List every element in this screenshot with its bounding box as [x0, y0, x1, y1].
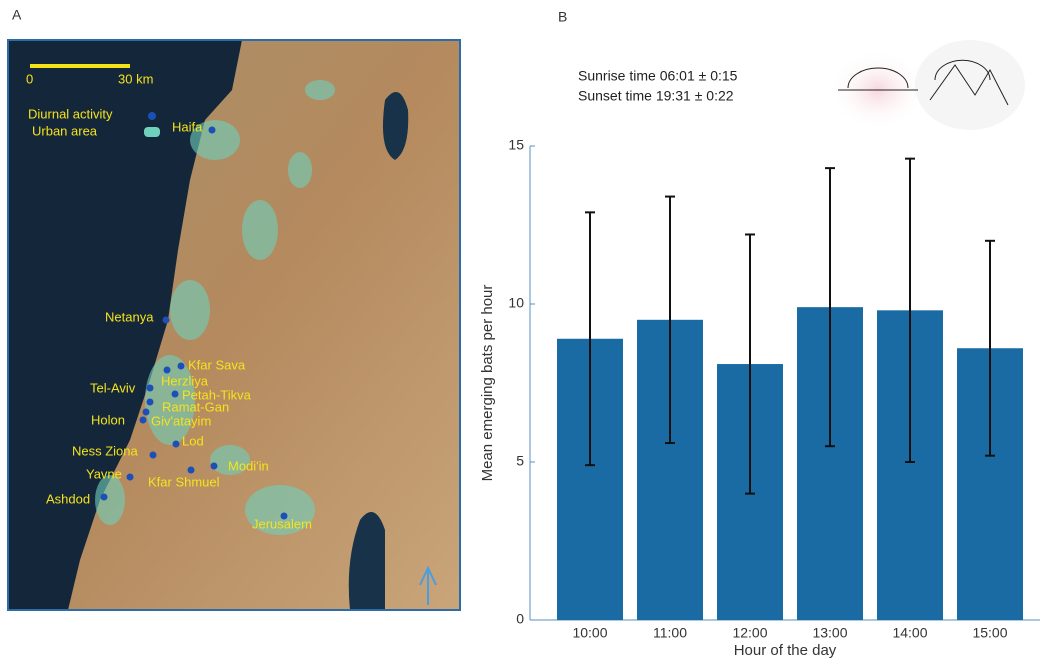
- city-label: Holon: [91, 412, 125, 427]
- x-tick-label: 14:00: [892, 625, 927, 641]
- scale-label: 0: [26, 71, 33, 86]
- y-tick-label: 15: [508, 137, 524, 153]
- panel-label: A: [12, 7, 22, 23]
- legend-urban: [144, 127, 160, 137]
- city-label: Lod: [182, 433, 204, 448]
- city-label: Ashdod: [46, 491, 90, 506]
- legend-label: Diurnal activity: [28, 106, 113, 121]
- city-dot: [140, 417, 147, 424]
- city-dot: [172, 391, 179, 398]
- city-dot: [147, 385, 154, 392]
- city-label: Kfar Sava: [188, 357, 246, 372]
- city-label: Ramat-Gan: [162, 399, 229, 414]
- city-dot: [209, 127, 216, 134]
- x-tick-label: 15:00: [972, 625, 1007, 641]
- city-label: Ness Ziona: [72, 443, 139, 458]
- city-dot: [178, 363, 185, 370]
- y-tick-label: 5: [516, 453, 524, 469]
- city-label: Kfar Shmuel: [148, 474, 220, 489]
- city-dot: [163, 317, 170, 324]
- city-dot: [147, 399, 154, 406]
- x-tick-label: 10:00: [572, 625, 607, 641]
- city-label: Haifa: [172, 119, 203, 134]
- legend-label: Urban area: [32, 123, 98, 138]
- city-dot: [173, 441, 180, 448]
- city-dot: [188, 467, 195, 474]
- city-label: Modi'in: [228, 458, 269, 473]
- city-label: Tel-Aviv: [90, 380, 136, 395]
- map: 0 30 km Diurnal activity Urban area: [8, 40, 460, 610]
- annotation: Sunset time 19:31 ± 0:22: [578, 88, 734, 104]
- city-label: Jerusalem: [252, 516, 312, 531]
- city-label: Giv'atayim: [151, 413, 211, 428]
- city-dot: [143, 409, 150, 416]
- city-label: Yavne: [86, 466, 122, 481]
- city-label: Herzliya: [161, 373, 209, 388]
- y-tick-label: 0: [516, 611, 524, 627]
- sun-icons: [828, 40, 1025, 130]
- city-label: Netanya: [105, 309, 154, 324]
- y-axis-label: Mean emerging bats per hour: [479, 285, 496, 482]
- city-dot: [101, 494, 108, 501]
- x-tick-label: 12:00: [732, 625, 767, 641]
- city-dot: [211, 463, 218, 470]
- panel-label: B: [558, 9, 567, 25]
- x-tick-label: 11:00: [653, 625, 687, 641]
- annotation: Sunrise time 06:01 ± 0:15: [578, 68, 738, 84]
- city-dot: [164, 367, 171, 374]
- x-tick-label: 13:00: [812, 625, 847, 641]
- legend-dot: [148, 112, 156, 120]
- scale-label: 30 km: [118, 71, 153, 86]
- city-dot: [127, 474, 134, 481]
- city-dot: [150, 452, 157, 459]
- x-axis-label: Hour of the day: [734, 642, 837, 659]
- y-tick-label: 10: [508, 295, 524, 311]
- figure: A B 0 30 km Diurnal activity Urban area …: [0, 0, 1058, 663]
